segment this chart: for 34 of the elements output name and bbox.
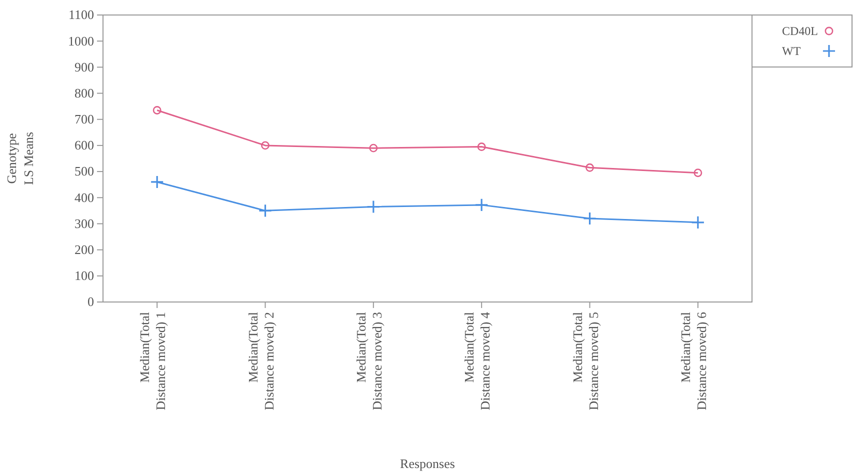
- point: [476, 198, 488, 211]
- x-axis-title: Responses: [400, 456, 455, 471]
- x-tick-label: Median(Total Distance moved) 2: [245, 312, 276, 410]
- legend-label: WT: [782, 44, 802, 58]
- x-tick-label: Median(Total Distance moved) 5: [570, 312, 601, 410]
- y-tick-label: 900: [74, 59, 94, 74]
- point: [259, 204, 272, 217]
- point: [692, 216, 704, 228]
- x-tick-label: Median(Total Distance moved) 6: [678, 312, 709, 410]
- y-tick-label: 700: [74, 112, 94, 127]
- y-tick-label: 0: [88, 294, 94, 310]
- y-tick-label: 1100: [68, 7, 94, 22]
- x-tick-label: Median(Total Distance moved) 3: [353, 312, 384, 410]
- y-tick-label: 800: [74, 85, 94, 100]
- x-tick-label: Median(Total Distance moved) 1: [137, 312, 168, 410]
- point: [261, 141, 270, 150]
- point: [584, 212, 596, 225]
- point: [369, 144, 378, 152]
- y-tick-label: 500: [74, 164, 94, 179]
- y-tick-label: 100: [74, 268, 94, 284]
- legend-label: CD40L: [782, 24, 818, 38]
- y-tick-label: 600: [74, 138, 94, 153]
- y-tick-label: 200: [74, 242, 94, 257]
- point: [586, 163, 594, 172]
- point: [367, 200, 380, 213]
- point: [694, 168, 702, 178]
- y-tick-label: 400: [74, 190, 94, 205]
- point: [477, 142, 486, 151]
- y-tick-label: 300: [74, 216, 94, 231]
- y-axis-title: Genotype LS Means: [4, 132, 36, 186]
- point: [152, 106, 162, 114]
- x-tick-label: Median(Total Distance moved) 4: [462, 312, 493, 410]
- y-tick-label: 1000: [68, 33, 94, 48]
- point: [151, 176, 164, 188]
